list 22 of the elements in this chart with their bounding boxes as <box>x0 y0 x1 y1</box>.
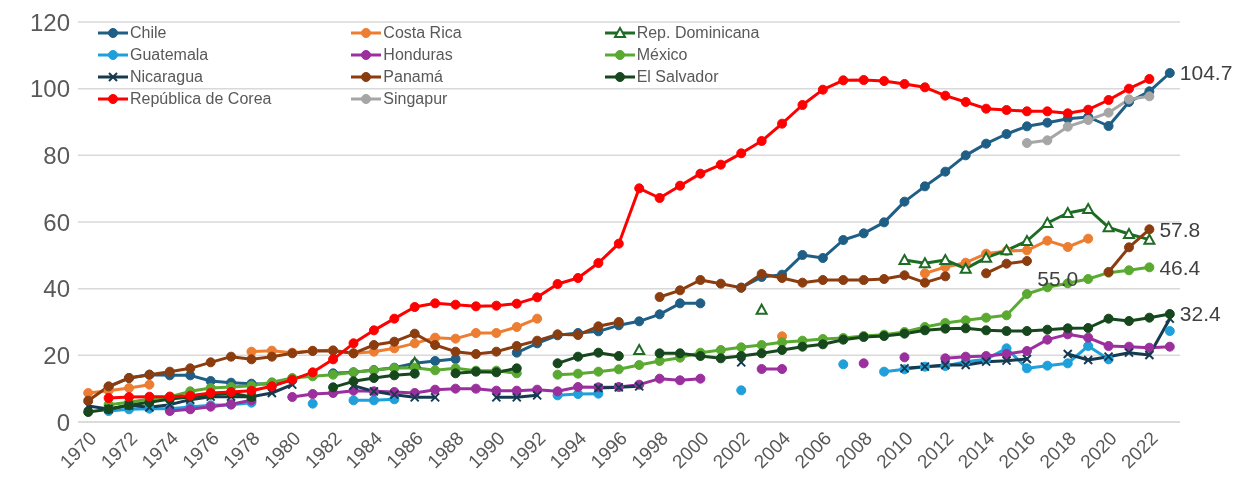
legend-label: El Salvador <box>636 68 719 86</box>
annotation: 32.4 <box>1179 302 1221 326</box>
legend-label: Rep. Dominicana <box>636 24 760 42</box>
legend-label: Singapur <box>383 90 448 108</box>
legend-label: Honduras <box>383 46 453 64</box>
y-tick-label: 120 <box>29 8 70 36</box>
y-tick-label: 60 <box>43 208 70 236</box>
y-tick-label: 0 <box>56 408 70 436</box>
y-tick-label: 80 <box>43 141 70 169</box>
y-tick-label: 40 <box>43 275 70 303</box>
annotation: 104.7 <box>1179 61 1233 85</box>
legend-label: Panamá <box>383 68 443 86</box>
legend-label: Costa Rica <box>383 24 462 42</box>
legend-label: México <box>636 46 688 64</box>
legend-label: Chile <box>130 24 167 42</box>
y-tick-label: 20 <box>43 341 70 369</box>
annotation: 57.8 <box>1159 217 1201 241</box>
legend-label: República de Corea <box>130 90 272 108</box>
annotation: 46.4 <box>1159 255 1201 279</box>
legend-label: Nicaragua <box>130 68 203 86</box>
y-tick-label: 100 <box>29 75 70 103</box>
legend-label: Guatemala <box>130 46 209 64</box>
